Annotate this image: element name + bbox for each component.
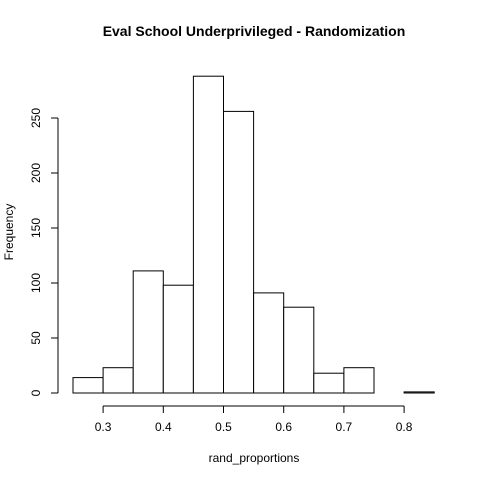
x-tick-label-0: 0.3 xyxy=(95,420,112,434)
histogram-bar-1 xyxy=(102,367,134,394)
x-axis: 0.3 0.4 0.5 0.6 0.7 0.8 xyxy=(95,405,413,434)
histogram-bars xyxy=(72,75,435,394)
y-axis-label: Frequency xyxy=(2,204,16,261)
histogram-bar-9 xyxy=(343,367,375,394)
histogram-bar-0 xyxy=(72,377,104,394)
histogram-bar-6 xyxy=(253,292,285,394)
y-tick-label-2: 100 xyxy=(29,273,43,293)
histogram-bar-4 xyxy=(192,75,224,394)
histogram-bar-3 xyxy=(162,284,194,394)
x-tick-label-1: 0.4 xyxy=(155,420,172,434)
histogram-bar-7 xyxy=(283,306,315,394)
y-tick-label-1: 50 xyxy=(29,331,43,345)
y-axis: 0 50 100 150 200 250 xyxy=(29,108,59,396)
y-tick-label-4: 200 xyxy=(29,163,43,183)
y-tick-label-0: 0 xyxy=(29,389,43,396)
y-tick-label-5: 250 xyxy=(29,108,43,128)
x-axis-label: rand_proportions xyxy=(209,451,300,465)
histogram-bar-5 xyxy=(223,110,255,394)
histogram-bar-2 xyxy=(132,270,164,394)
y-tick-label-3: 150 xyxy=(29,218,43,238)
chart-title: Eval School Underprivileged - Randomizat… xyxy=(103,23,406,39)
x-tick-label-4: 0.7 xyxy=(336,420,353,434)
histogram-bar-8 xyxy=(313,372,345,394)
x-tick-label-3: 0.6 xyxy=(275,420,292,434)
x-tick-label-5: 0.8 xyxy=(396,420,413,434)
histogram-bar-11 xyxy=(403,391,435,394)
x-tick-label-2: 0.5 xyxy=(215,420,232,434)
